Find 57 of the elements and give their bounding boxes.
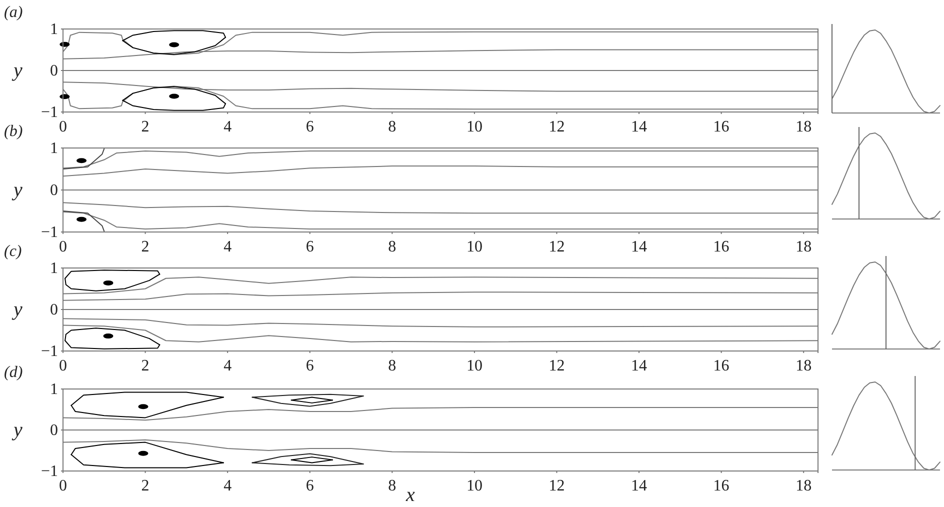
y-tick-label: 1 xyxy=(50,260,58,278)
x-tick-label: 6 xyxy=(306,357,314,374)
x-tick-label: 16 xyxy=(713,238,730,256)
x-tick-label: 12 xyxy=(548,477,565,494)
y-axis-title: y xyxy=(12,60,23,82)
x-tick-label: 8 xyxy=(388,238,396,256)
chart-title: (b) xyxy=(4,123,23,140)
y-tick-label: 0 xyxy=(50,422,58,440)
x-tick-label: 14 xyxy=(631,118,648,136)
x-tick-label: 14 xyxy=(631,238,648,256)
x-tick-label: 18 xyxy=(796,477,812,494)
y-tick-label: 1 xyxy=(50,21,58,38)
chart-title: (a) xyxy=(4,4,23,21)
y-axis-title: y xyxy=(12,179,23,201)
x-tick-label: 14 xyxy=(631,477,648,494)
y-tick-label: 1 xyxy=(50,140,58,158)
x-tick-label: 6 xyxy=(306,238,314,256)
y-tick-label: −1 xyxy=(40,463,58,480)
x-tick-label: 8 xyxy=(388,357,396,374)
y-tick-label: 1 xyxy=(50,381,58,398)
y-tick-label: 0 xyxy=(50,62,58,80)
y-tick-label: 0 xyxy=(50,302,58,319)
x-tick-label: 4 xyxy=(224,238,232,256)
y-axis-title: y xyxy=(12,298,23,320)
x-tick-label: 18 xyxy=(796,357,812,374)
y-tick-label: −1 xyxy=(40,224,58,242)
y-tick-label: −1 xyxy=(40,104,58,122)
x-tick-label: 2 xyxy=(141,238,150,256)
x-tick-label: 2 xyxy=(141,477,150,494)
x-tick-label: 6 xyxy=(306,477,314,494)
x-tick-label: 18 xyxy=(796,118,812,136)
chart-title: (d) xyxy=(4,364,23,381)
x-tick-label: 10 xyxy=(466,477,482,494)
x-tick-label: 10 xyxy=(466,357,482,374)
y-axis-title: y xyxy=(12,419,23,441)
x-tick-label: 18 xyxy=(796,238,812,256)
x-tick-label: 12 xyxy=(548,357,565,374)
x-tick-label: 2 xyxy=(141,118,150,136)
x-tick-label: 12 xyxy=(548,238,565,256)
x-axis-title: x xyxy=(405,484,416,506)
x-tick-label: 6 xyxy=(306,118,314,136)
x-tick-label: 10 xyxy=(466,118,482,136)
x-tick-label: 14 xyxy=(631,357,648,374)
x-tick-label: 16 xyxy=(713,118,730,136)
x-tick-label: 16 xyxy=(713,357,730,374)
x-tick-label: 8 xyxy=(388,118,396,136)
chart-title: (c) xyxy=(4,243,22,260)
x-tick-label: 8 xyxy=(388,477,396,494)
x-tick-label: 4 xyxy=(224,357,232,374)
x-tick-label: 4 xyxy=(224,118,232,136)
x-tick-label: 16 xyxy=(713,477,730,494)
x-tick-label: 10 xyxy=(466,238,482,256)
x-tick-label: 4 xyxy=(224,477,232,494)
y-tick-label: 0 xyxy=(50,182,58,200)
x-tick-label: 12 xyxy=(548,118,565,136)
y-tick-label: −1 xyxy=(40,343,58,360)
x-tick-label: 2 xyxy=(141,357,150,374)
